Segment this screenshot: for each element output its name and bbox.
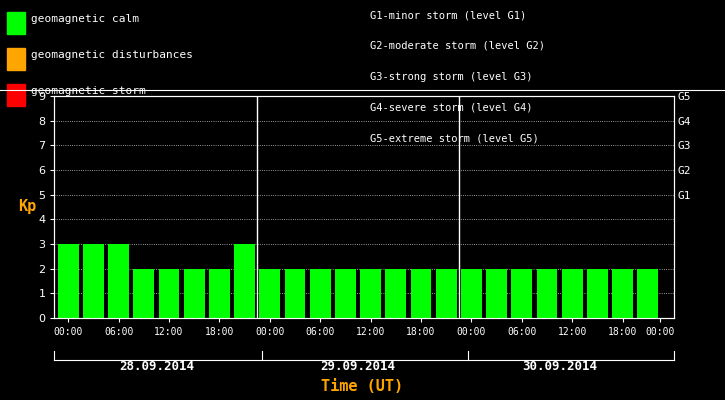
Bar xyxy=(335,269,356,318)
Bar xyxy=(209,269,230,318)
Bar xyxy=(637,269,658,318)
Text: 30.09.2014: 30.09.2014 xyxy=(522,360,597,373)
Bar xyxy=(83,244,104,318)
Bar xyxy=(410,269,431,318)
Text: G3-strong storm (level G3): G3-strong storm (level G3) xyxy=(370,72,532,82)
Text: geomagnetic storm: geomagnetic storm xyxy=(31,86,146,96)
Y-axis label: Kp: Kp xyxy=(18,200,36,214)
Bar xyxy=(58,244,78,318)
Text: G2-moderate storm (level G2): G2-moderate storm (level G2) xyxy=(370,41,544,51)
Bar xyxy=(386,269,406,318)
Bar xyxy=(260,269,280,318)
Text: G1-minor storm (level G1): G1-minor storm (level G1) xyxy=(370,10,526,20)
Bar xyxy=(612,269,633,318)
Bar xyxy=(360,269,381,318)
Bar xyxy=(234,244,255,318)
Bar xyxy=(436,269,457,318)
Text: geomagnetic disturbances: geomagnetic disturbances xyxy=(31,50,193,60)
Text: G4-severe storm (level G4): G4-severe storm (level G4) xyxy=(370,102,532,112)
Bar xyxy=(133,269,154,318)
Bar xyxy=(285,269,305,318)
Bar xyxy=(562,269,582,318)
Bar xyxy=(108,244,129,318)
Bar xyxy=(587,269,608,318)
Bar xyxy=(486,269,507,318)
Text: 29.09.2014: 29.09.2014 xyxy=(320,360,396,373)
Bar xyxy=(184,269,204,318)
Bar xyxy=(511,269,532,318)
Text: 28.09.2014: 28.09.2014 xyxy=(119,360,194,373)
Bar xyxy=(536,269,558,318)
Bar xyxy=(310,269,331,318)
Text: geomagnetic calm: geomagnetic calm xyxy=(31,14,139,24)
Text: G5-extreme storm (level G5): G5-extreme storm (level G5) xyxy=(370,133,539,143)
Bar xyxy=(159,269,179,318)
Text: Time (UT): Time (UT) xyxy=(321,379,404,394)
Bar xyxy=(461,269,481,318)
